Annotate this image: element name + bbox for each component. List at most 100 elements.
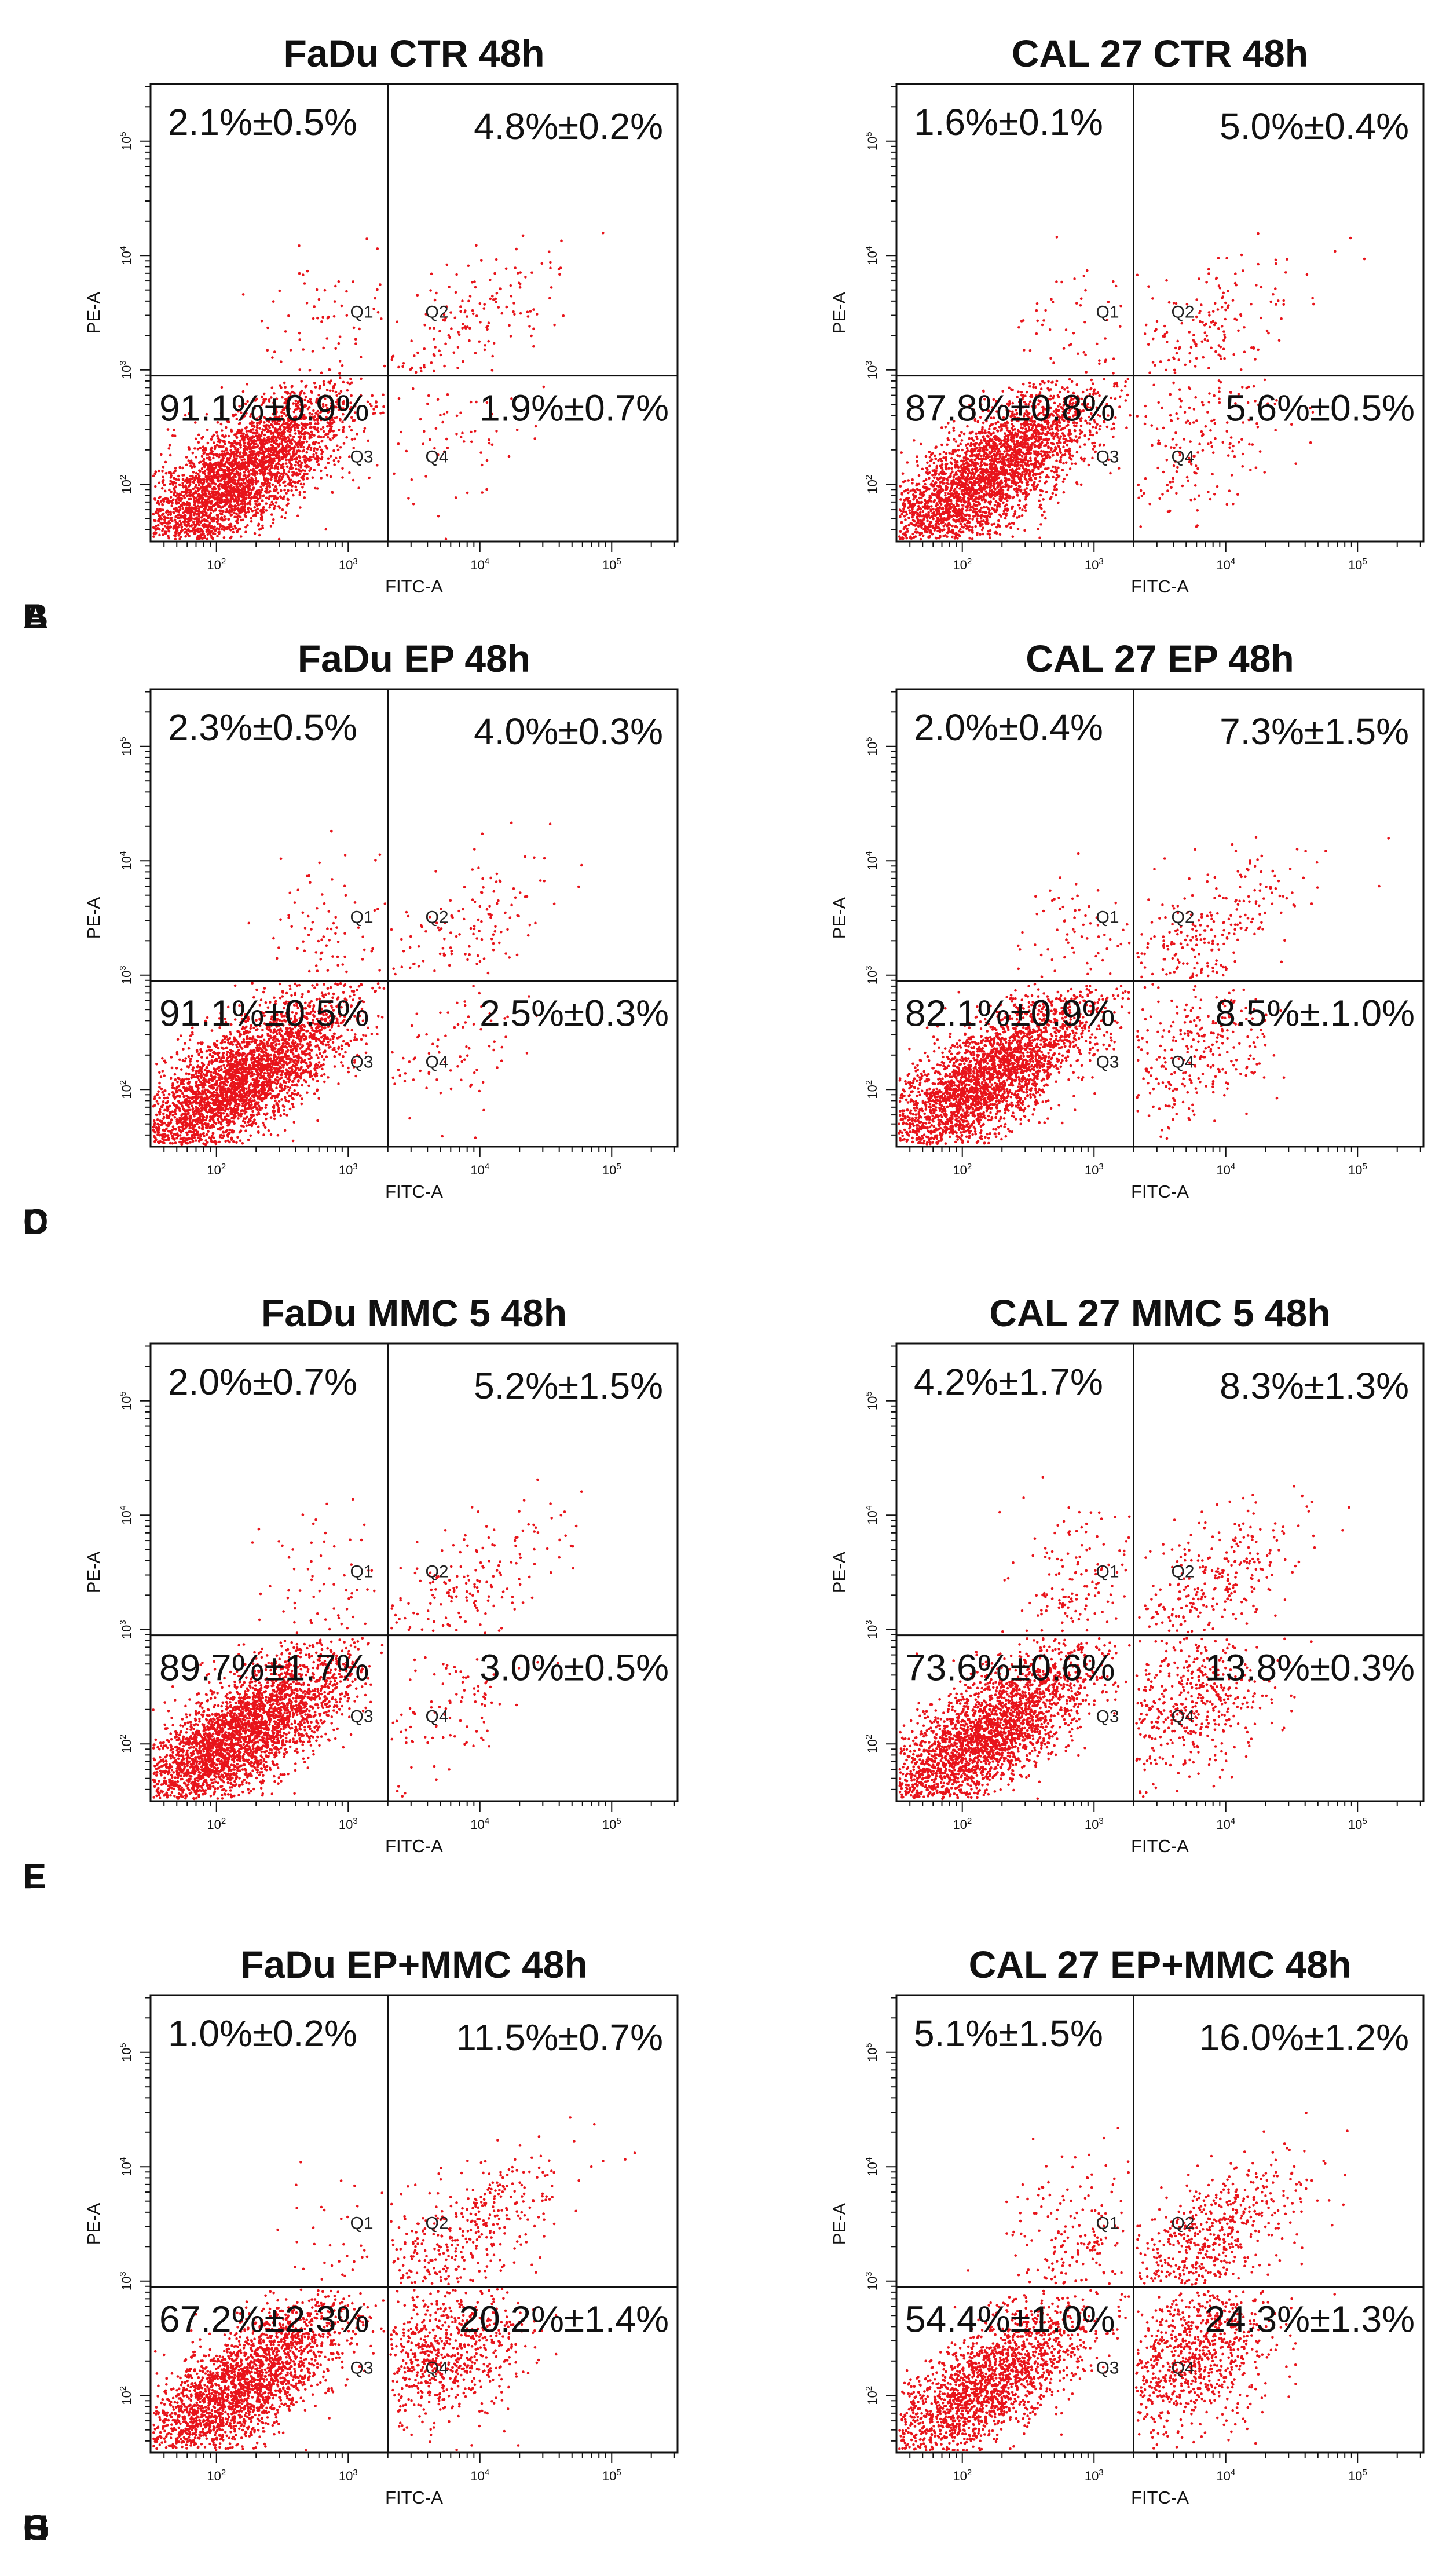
panel-d-y-tick-label: 103 xyxy=(864,965,880,985)
panel-g-q3-percent: 67.2%±2.3% xyxy=(159,2299,369,2340)
panel-b-frame xyxy=(895,83,1425,543)
panel-c-x-tick-label: 102 xyxy=(207,1162,226,1177)
panel-c-q1-percent: 2.3%±0.5% xyxy=(168,707,357,748)
panel-d-x-axis-label: FITC-A xyxy=(1131,1181,1189,1202)
panel-d-y-tick-label: 104 xyxy=(864,851,880,870)
panel-d-letter: D xyxy=(23,1202,48,1241)
panel-f: CAL 27 MMC 5 48h F 102 102 103 103 104 104 105 10… xyxy=(23,1291,1425,1896)
panel-b-letter: B xyxy=(23,597,48,636)
panel-a-q4-percent: 1.9%±0.7% xyxy=(479,387,669,429)
panel-h-quadrant-name: Q4 xyxy=(1171,2359,1194,2378)
panel-e-x-tick-label: 105 xyxy=(602,1816,621,1832)
panel-a-x-tick-label: 102 xyxy=(207,557,226,572)
panel-h-q3-percent: 54.4%±1.0% xyxy=(905,2299,1115,2340)
panel-c-frame xyxy=(149,688,679,1148)
panel-e-q3-percent: 89.7%±1.7% xyxy=(159,1647,369,1689)
panel-f-x-tick-label: 105 xyxy=(1348,1816,1367,1832)
panel-e-q2-percent: 5.2%±1.5% xyxy=(474,1365,663,1407)
panel-f-y-tick-label: 104 xyxy=(864,1506,880,1525)
panel-c-q3-percent: 91.1%±0.5% xyxy=(159,993,369,1034)
panel-b-x-tick-label: 103 xyxy=(1085,557,1104,572)
panel-c-q2-percent: 4.0%±0.3% xyxy=(474,711,663,752)
panel-f-frame xyxy=(895,1342,1425,1802)
panel-g-quadrant-name: Q4 xyxy=(425,2359,448,2378)
panel-c-quadrant-name: Q2 xyxy=(425,908,448,927)
panel-d-quadrant-name: Q2 xyxy=(1171,908,1194,927)
panel-h-q2-percent: 16.0%±1.2% xyxy=(1199,2017,1409,2058)
panel-e-y-tick-label: 103 xyxy=(118,1620,134,1639)
panel-a: FaDu CTR 48h A 102 102 103 103 104 104 105 105 FIT… xyxy=(23,32,679,636)
panel-b-ticks xyxy=(886,86,1421,552)
panel-c-x-tick-label: 104 xyxy=(470,1162,489,1177)
panel-d-quadrant-name: Q4 xyxy=(1171,1053,1194,1072)
panel-g-letter: G xyxy=(23,2508,50,2547)
panel-h-frame xyxy=(895,1994,1425,2454)
panel-c-y-tick-label: 103 xyxy=(118,965,134,985)
panel-g-events xyxy=(152,2116,636,2452)
panel-g-x-tick-label: 105 xyxy=(602,2468,621,2483)
panel-d-x-tick-label: 103 xyxy=(1085,1162,1104,1177)
panel-g-y-tick-label: 104 xyxy=(118,2157,134,2176)
panel-f-q2-percent: 8.3%±1.3% xyxy=(1220,1365,1409,1407)
panel-g-title: FaDu EP+MMC 48h xyxy=(240,1943,588,1986)
panel-f-quadrant-name: Q2 xyxy=(1171,1563,1194,1582)
panel-f-q3-percent: 73.6%±0.6% xyxy=(905,1647,1115,1689)
panel-e-x-tick-label: 104 xyxy=(470,1816,489,1832)
panel-d-y-tick-label: 102 xyxy=(864,1080,880,1099)
panel-e-x-tick-label: 103 xyxy=(339,1816,358,1832)
panel-a-quadrant-name: Q2 xyxy=(425,303,448,322)
panel-a-q1-percent: 2.1%±0.5% xyxy=(168,101,357,143)
panel-h-q1-percent: 5.1%±1.5% xyxy=(914,2012,1103,2054)
panel-g-x-tick-label: 103 xyxy=(339,2468,358,2483)
panel-g-q2-percent: 11.5%±0.7% xyxy=(456,2017,663,2058)
panel-g: FaDu EP+MMC 48h G 102 102 103 103 104 104 105 105… xyxy=(23,1943,679,2547)
panel-d-q2-percent: 7.3%±1.5% xyxy=(1220,711,1409,752)
panel-e-frame xyxy=(149,1342,679,1802)
panel-h-x-tick-label: 104 xyxy=(1216,2468,1235,2483)
panel-a-x-axis-label: FITC-A xyxy=(385,576,443,597)
panel-h-y-tick-label: 103 xyxy=(864,2271,880,2290)
panel-h-x-tick-label: 105 xyxy=(1348,2468,1367,2483)
panel-e-q4-percent: 3.0%±0.5% xyxy=(479,1647,669,1689)
panel-h-x-axis-label: FITC-A xyxy=(1131,2487,1189,2508)
panel-c-y-axis-label: PE-A xyxy=(83,897,104,939)
panel-h-events xyxy=(898,2111,1349,2452)
panel-g-frame xyxy=(149,1994,679,2454)
panel-b-y-tick-label: 102 xyxy=(864,475,880,494)
panel-b-q3-percent: 87.8%±0.8% xyxy=(905,387,1115,429)
panel-b-y-tick-label: 103 xyxy=(864,360,880,379)
panel-d-quadrant-name: Q1 xyxy=(1096,908,1119,927)
panel-a-y-tick-label: 103 xyxy=(118,360,134,379)
panel-c-quadrant-name: Q4 xyxy=(425,1053,448,1072)
panel-g-y-tick-label: 103 xyxy=(118,2271,134,2290)
panel-h-letter: H xyxy=(23,2508,48,2547)
panel-d-q3-percent: 82.1%±0.9% xyxy=(905,993,1115,1034)
panel-f-y-tick-label: 103 xyxy=(864,1620,880,1639)
panel-b-q1-percent: 1.6%±0.1% xyxy=(914,101,1103,143)
panel-c-y-tick-label: 104 xyxy=(118,851,134,870)
panel-h: CAL 27 EP+MMC 48h H 102 102 103 103 104 104 105 1… xyxy=(23,1943,1425,2547)
panel-c-ticks xyxy=(140,691,675,1157)
panel-e: FaDu MMC 5 48h E 102 102 103 103 104 104 105 105 F… xyxy=(23,1291,679,1896)
panel-a-q2-percent: 4.8%±0.2% xyxy=(474,105,663,147)
panel-a-events xyxy=(152,231,605,541)
panel-b-q4-percent: 5.6%±0.5% xyxy=(1225,387,1415,429)
panel-b-x-axis-label: FITC-A xyxy=(1131,576,1189,597)
panel-f-q1-percent: 4.2%±1.7% xyxy=(914,1361,1103,1403)
panel-a-ticks xyxy=(140,86,675,552)
panel-c-y-tick-label: 105 xyxy=(118,737,134,756)
panel-f-quadrant-name: Q3 xyxy=(1096,1707,1119,1726)
panel-d-y-tick-label: 105 xyxy=(864,737,880,756)
panel-e-x-tick-label: 102 xyxy=(207,1816,226,1832)
panel-b-y-tick-label: 104 xyxy=(864,246,880,265)
panel-b-x-tick-label: 104 xyxy=(1216,557,1235,572)
panel-d-frame xyxy=(895,688,1425,1148)
panel-g-x-axis-label: FITC-A xyxy=(385,2487,443,2508)
panel-a-x-tick-label: 105 xyxy=(602,557,621,572)
panel-c-title: FaDu EP 48h xyxy=(298,637,530,680)
panel-d-q4-percent: 8.5%±.1.0% xyxy=(1215,993,1415,1034)
panel-f-y-tick-label: 102 xyxy=(864,1735,880,1754)
panel-d-x-tick-label: 104 xyxy=(1216,1162,1235,1177)
panel-b-quadrant-name: Q2 xyxy=(1171,303,1194,322)
